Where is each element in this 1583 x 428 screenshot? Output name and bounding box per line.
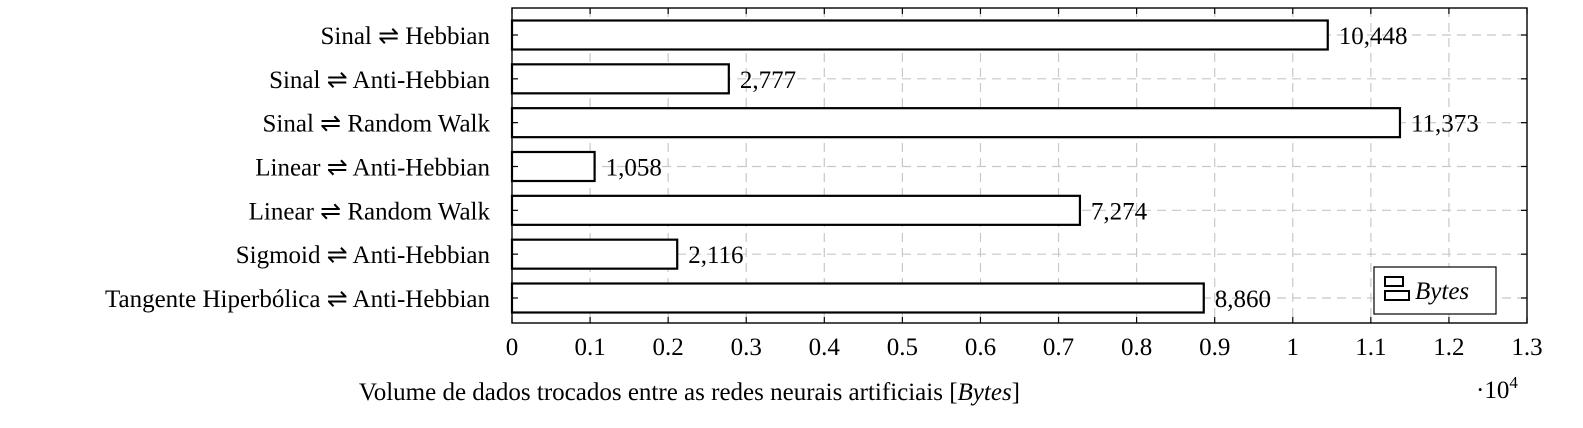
category-label: Linear ⇌ Random Walk [249,198,491,225]
data-label: 10,448 [1339,23,1408,50]
x-tick-label: 0.1 [574,334,605,361]
x-tick-label: 0.6 [965,334,996,361]
category-label: Linear ⇌ Anti-Hebbian [255,155,490,182]
x-tick-label: 1 [1287,334,1300,361]
category-labels: Sinal ⇌ Hebbian Sinal ⇌ Anti-Hebbian Sinal… [105,23,491,313]
x-scale-multiplier: ·104 [1476,373,1518,404]
legend-swatch-icon [1384,276,1404,287]
ticks [511,8,1528,323]
category-label: Sigmoid ⇌ Anti-Hebbian [236,242,491,269]
x-tick-label: 1.1 [1355,334,1386,361]
legend-swatch-icon [1384,290,1410,301]
x-tick-label: 0.9 [1199,334,1230,361]
x-tick-label: 0.7 [1043,334,1074,361]
legend-label: Bytes [1415,278,1469,305]
x-axis-title: Volume de dados trocados entre as redes … [359,379,1020,406]
bar [510,238,679,270]
x-tick-label: 0.2 [653,334,684,361]
data-labels: 10,448 2,777 11,373 1,058 7,274 2,116 8,860 [606,23,1479,313]
x-tick-label: 0.4 [809,334,841,361]
x-tick-label: 1.2 [1433,334,1464,361]
data-label: 2,116 [688,242,743,269]
category-label: Sinal ⇌ Hebbian [320,23,490,50]
data-label: 2,777 [740,67,796,94]
bar [510,63,730,95]
bar [510,282,1205,314]
bar [510,150,596,183]
category-label: Tangente Hiperbólica ⇌ Anti-Hebbian [105,286,491,313]
bar [510,107,1402,139]
data-label: 1,058 [606,155,662,182]
bars [510,19,1402,314]
x-tick-label: 0.5 [887,334,918,361]
data-label: 7,274 [1091,198,1148,225]
x-tick-labels: 0 0.1 0.2 0.3 0.4 0.5 0.6 0.7 0.8 0.9 1 1.1 1.2 1.3 [506,334,1543,361]
x-tick-label: 0.8 [1121,334,1152,361]
data-label: 8,860 [1215,286,1271,313]
bar [510,19,1329,51]
x-tick-label: 1.3 [1511,334,1542,361]
legend: Bytes [1373,266,1497,315]
category-label: Sinal ⇌ Anti-Hebbian [269,67,490,94]
x-tick-label: 0 [506,334,519,361]
data-label: 11,373 [1411,111,1479,138]
bar [510,194,1082,226]
category-label: Sinal ⇌ Random Walk [263,111,491,138]
x-tick-label: 0.3 [731,334,762,361]
plot-frame [511,7,1528,324]
